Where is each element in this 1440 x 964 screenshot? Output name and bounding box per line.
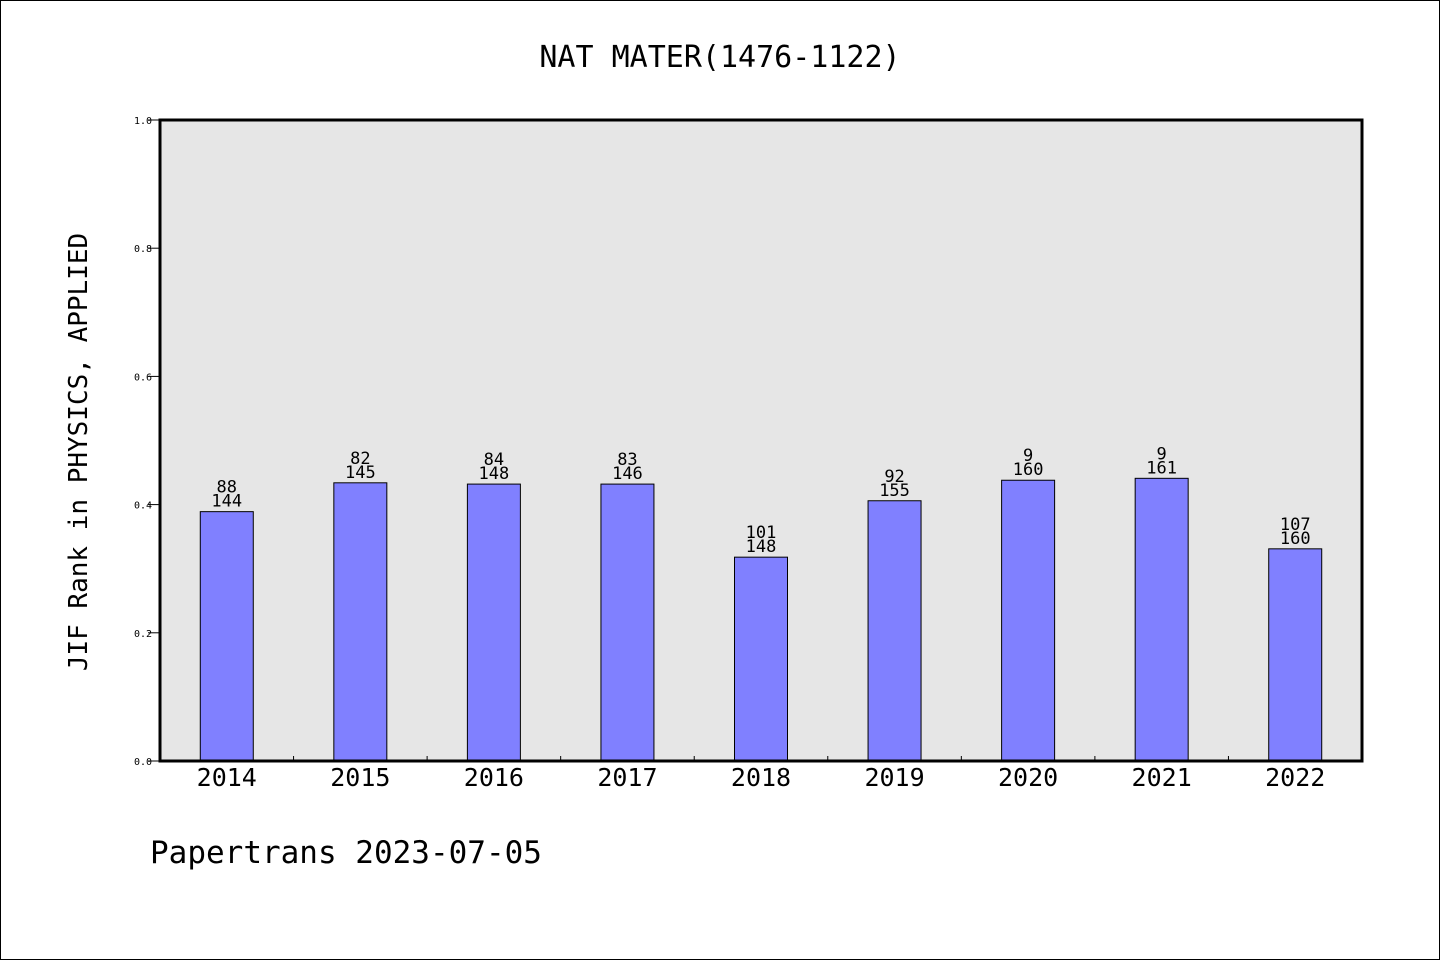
y-axis-label: JIF Rank in PHYSICS, APPLIED: [64, 233, 94, 671]
y-tick-label: 0.4: [134, 501, 152, 512]
bar-total-label: 148: [479, 464, 510, 484]
chart-title: NAT MATER(1476-1122): [539, 40, 900, 75]
bar-rank-label: 101: [746, 523, 777, 543]
bar-2016: [466, 483, 521, 762]
bar-2022: [1268, 548, 1323, 762]
bar-total-label: 160: [1013, 460, 1044, 480]
bar-total-label: 148: [746, 537, 777, 557]
bar-2017: [600, 483, 655, 762]
bar-rank-label: 9: [1157, 444, 1167, 464]
bar-2020: [1001, 479, 1056, 762]
bar-total-label: 146: [612, 464, 643, 484]
x-tick-label: 2021: [1132, 763, 1192, 792]
y-tick-label: 1.0: [134, 116, 152, 127]
x-tick-label: 2019: [864, 763, 924, 792]
y-tick-label: 0.6: [134, 372, 152, 383]
bar-total-label: 161: [1146, 458, 1177, 478]
bar-rank-label: 107: [1280, 515, 1311, 535]
bar-total-label: 155: [879, 481, 910, 501]
bar-rank-label: 82: [350, 449, 370, 469]
plot-border: [158, 118, 1364, 763]
y-tick-label: 0.0: [134, 757, 152, 768]
bar-2014: [199, 511, 254, 762]
x-tick-label: 2020: [998, 763, 1058, 792]
footer-text: Papertrans 2023-07-05: [150, 835, 542, 871]
y-tick-label: 0.2: [134, 629, 152, 640]
bar-rank-label: 84: [484, 450, 504, 470]
bar-rank-label: 83: [617, 450, 637, 470]
bar-2021: [1134, 477, 1189, 762]
bar-rank-label: 92: [884, 467, 904, 487]
x-tick-label: 2016: [464, 763, 524, 792]
bar-total-label: 145: [345, 463, 376, 483]
y-tick-label: 0.8: [134, 244, 152, 255]
bar-2019: [867, 500, 922, 762]
bar-total-label: 160: [1280, 529, 1311, 549]
x-tick-label: 2017: [597, 763, 657, 792]
bar-2018: [734, 556, 788, 762]
plot-area: 0.00.20.40.60.81.08814420148214520158414…: [134, 116, 1364, 792]
bar-total-label: 144: [211, 492, 242, 512]
x-tick-label: 2014: [197, 763, 257, 792]
x-tick-label: 2018: [731, 763, 791, 792]
bar-rank-label: 88: [217, 478, 237, 498]
bar-rank-label: 9: [1023, 446, 1033, 466]
x-tick-label: 2022: [1265, 763, 1325, 792]
bar-2015: [333, 482, 388, 762]
x-tick-label: 2015: [330, 763, 390, 792]
